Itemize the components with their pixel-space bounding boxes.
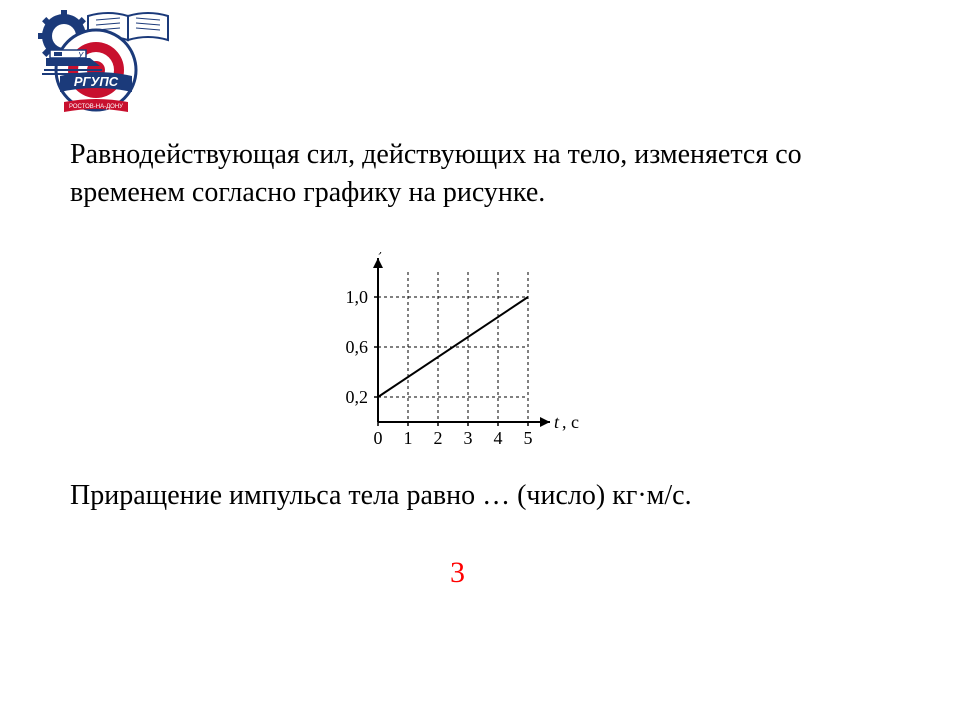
svg-text:t: t [554,412,560,432]
svg-text:4: 4 [494,428,503,448]
svg-text:3: 3 [464,428,473,448]
svg-text:2: 2 [434,428,443,448]
svg-text:, c: , c [562,412,579,432]
university-logo: У РГУПС РОСТОВ-НА-ДОНУ [30,8,170,123]
svg-text:1,0: 1,0 [346,287,369,307]
question-text: Равнодействующая сил, действующих на тел… [70,136,890,212]
svg-text:0,2: 0,2 [346,387,369,407]
logo-text-u: У [77,51,84,60]
svg-text:, Н: , Н [378,252,400,256]
svg-text:F: F [359,252,372,256]
followup-text: Приращение импульса тела равно … (число)… [70,480,890,512]
logo-text-bottom: РОСТОВ-НА-ДОНУ [69,104,123,110]
svg-text:0: 0 [374,428,383,448]
svg-text:5: 5 [524,428,533,448]
logo-text-main: РГУПС [74,74,119,89]
force-time-chart: F , Н t, c 0 1 2 3 4 5 0,2 0,6 1,0 [310,252,590,467]
svg-text:1: 1 [404,428,413,448]
answer-value: 3 [450,556,465,590]
svg-text:0,6: 0,6 [346,337,369,357]
